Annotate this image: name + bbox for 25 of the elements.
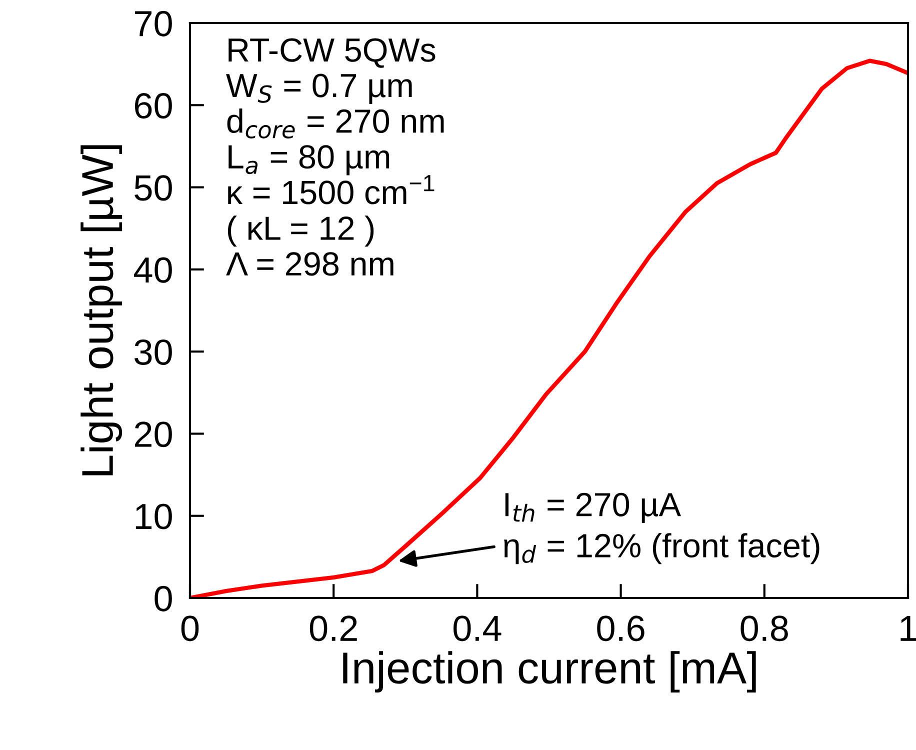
y-axis-title: Light output [µW]	[80, 145, 122, 476]
y-tick-label: 30	[134, 339, 172, 366]
annotation: RT-CW 5QWs	[228, 38, 436, 68]
y-tick-label: 0	[154, 586, 172, 612]
x-tick-label: 0.8	[740, 616, 788, 642]
y-tick-label: 60	[135, 93, 172, 119]
annotation: L$_{a}$ = 80 µm	[228, 145, 390, 176]
x-tick-label: 0	[181, 616, 199, 642]
annotation: ( κL = 12 )	[228, 216, 374, 247]
annotation: κ = 1500 cm$^{−1}$	[228, 175, 434, 204]
annotation: W$_{S}$ = 0.7 µm	[226, 74, 412, 104]
y-tick-label: 10	[136, 504, 172, 530]
y-tick-label: 20	[134, 422, 172, 448]
y-tick-label: 70	[135, 10, 172, 36]
annotation: I$_{th}$ = 270 µA	[505, 492, 681, 524]
x-tick-label: 0.2	[310, 616, 357, 642]
x-tick-label: 0.4	[454, 616, 502, 642]
x-tick-label: 0.6	[597, 616, 644, 642]
annotation: Λ = 298 nm	[226, 252, 394, 276]
annotation: η$_{d}$ = 12% (front facet)	[504, 533, 820, 564]
y-tick-label: 40	[134, 257, 172, 283]
y-tick-label: 50	[134, 175, 172, 201]
x-axis-title: Injection current [mA]	[343, 651, 756, 693]
annotation: d$_{core}$ = 270 nm	[227, 108, 444, 138]
x-tick-label: 1	[900, 616, 916, 641]
